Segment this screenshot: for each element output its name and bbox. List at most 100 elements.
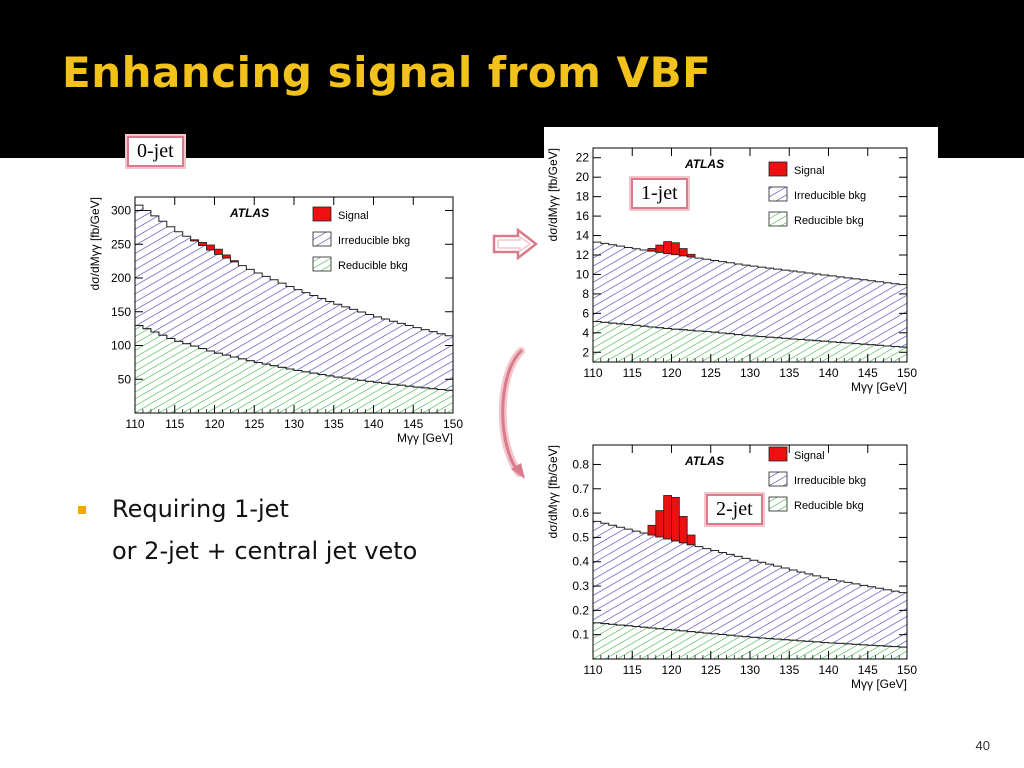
reducible-bkg-area [592,622,908,660]
y-tick-label: 0.8 [572,457,589,471]
x-tick-label: 130 [284,417,304,431]
signal-bin [214,248,223,255]
signal-bin [647,248,657,252]
x-tick-label: 145 [858,366,878,380]
jet-label-0jet: 0-jet [127,136,184,167]
legend-swatch [768,186,788,202]
legend-label: Signal [794,450,825,462]
signal-bin [655,510,665,538]
chart-0jet: 110 115 120 125 130 135 140 145 150 50 100 150 200 25… [88,196,463,445]
x-tick-label: 150 [897,366,917,380]
signal-bin [229,260,239,263]
signal-bin [671,497,680,542]
signal-bin [678,248,688,257]
y-tick-label: 0.5 [572,530,589,544]
x-tick-label: 145 [403,417,423,431]
y-tick-label: 10 [576,267,590,281]
signal-bin [198,241,207,246]
experiment-label: ATLAS [684,157,724,171]
y-tick-label: 4 [582,326,589,340]
y-tick-label: 150 [111,305,131,319]
bullet-line-1: Requiring 1-jet [112,495,289,523]
legend-label: Irreducible bkg [338,235,410,247]
y-axis-label: dσ/dMγγ [fb/GeV] [546,445,560,538]
x-tick-label: 125 [701,366,721,380]
legend-label: Signal [338,210,369,222]
signal-bin [686,534,696,546]
legend-swatch [768,471,788,487]
curved-arrow-icon [498,347,525,479]
legend-swatch [768,496,788,512]
signal-bin [663,495,672,540]
signal-bin [222,254,231,259]
x-tick-label: 125 [701,663,721,677]
y-tick-label: 0.4 [572,555,589,569]
y-tick-label: 2 [582,345,589,359]
y-axis-label: dσ/dMγγ [fb/GeV] [88,197,102,290]
slide-title: Enhancing signal from VBF [62,48,712,97]
legend-swatch [768,446,788,462]
x-tick-label: 140 [818,663,838,677]
y-tick-label: 14 [576,229,590,243]
y-tick-label: 18 [576,190,590,204]
y-tick-label: 16 [576,209,590,223]
x-tick-label: 135 [324,417,344,431]
x-tick-label: 150 [897,663,917,677]
page-number: 40 [975,738,990,753]
x-tick-label: 140 [818,366,838,380]
x-tick-label: 120 [661,663,681,677]
legend-label: Signal [794,165,825,177]
y-tick-label: 200 [111,271,131,285]
legend-swatch [768,161,788,177]
y-tick-label: 100 [111,339,131,353]
y-tick-label: 0.1 [572,628,589,642]
y-tick-label: 0.6 [572,506,589,520]
signal-bin [663,241,672,254]
x-tick-label: 135 [779,663,799,677]
legend-swatch [312,206,332,222]
legend-label: Irreducible bkg [794,190,866,202]
reducible-bkg-area [134,325,454,414]
signal-bin [655,244,665,253]
legend-label: Irreducible bkg [794,475,866,487]
y-tick-label: 8 [582,287,589,301]
right-arrow-icon [492,228,539,260]
x-tick-label: 150 [443,417,463,431]
chart-2jet: 110 115 120 125 130 135 140 145 150 0.1 0.2 0.3 0.4 0… [546,444,917,691]
y-tick-label: 0.3 [572,579,589,593]
y-tick-label: 0.2 [572,603,589,617]
y-axis-label: dσ/dMγγ [fb/GeV] [546,148,560,241]
jet-label-1jet: 1-jet [631,178,688,209]
legend-label: Reducible bkg [794,500,864,512]
experiment-label: ATLAS [684,454,724,468]
x-tick-label: 125 [244,417,264,431]
experiment-label: ATLAS [229,206,269,220]
y-tick-label: 300 [111,204,131,218]
y-tick-label: 22 [576,151,590,165]
signal-bin [671,242,680,256]
y-tick-label: 50 [118,372,132,386]
x-tick-label: 135 [779,366,799,380]
signal-bin [206,244,215,251]
signal-bin [686,253,696,258]
x-tick-label: 115 [623,366,642,380]
jet-label-2jet: 2-jet [706,494,763,525]
x-tick-label: 145 [858,663,878,677]
legend-swatch [312,256,332,272]
y-tick-label: 12 [576,248,590,262]
x-tick-label: 115 [623,663,642,677]
y-tick-label: 20 [576,170,590,184]
x-axis-label: Mγγ [GeV] [851,380,907,394]
signal-bin [647,524,657,536]
y-tick-label: 250 [111,237,131,251]
legend-swatch [312,231,332,247]
bullet-marker [78,506,86,514]
signal-bin [190,239,200,242]
x-axis-label: Mγγ [GeV] [851,677,907,691]
legend-label: Reducible bkg [338,260,408,272]
signal-bin [678,516,688,544]
x-tick-label: 110 [583,663,602,677]
bullet-line-2: or 2-jet + central jet veto [112,537,418,565]
x-tick-label: 120 [204,417,224,431]
x-tick-label: 140 [363,417,383,431]
